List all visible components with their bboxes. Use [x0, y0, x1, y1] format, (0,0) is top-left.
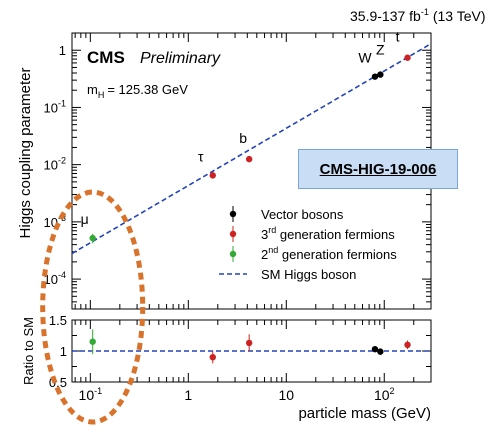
- sm-prediction-line: [71, 43, 432, 255]
- y-tick-label: 10-1: [44, 98, 66, 115]
- lumi-energy: (13 TeV): [433, 8, 486, 24]
- particle-label: b: [239, 130, 247, 146]
- ratio-tick-label: 1: [60, 344, 67, 359]
- data-point: [371, 73, 379, 80]
- legend-label: SM Higgs boson: [261, 267, 356, 282]
- ratio-point: [377, 348, 384, 355]
- y-tick-label: 10-2: [44, 156, 66, 173]
- particle-label: μ: [81, 211, 89, 227]
- legend-label: 3rd generation fermions: [261, 225, 395, 242]
- preliminary-label: Preliminary: [140, 50, 221, 67]
- legend-marker: [229, 210, 237, 218]
- lumi-exponent: -1: [421, 7, 429, 17]
- y-axis-title: Higgs coupling parameter: [17, 68, 34, 239]
- ratio-tick-label: 1.5: [49, 313, 67, 328]
- ratio-point: [404, 341, 411, 348]
- particle-label: t: [396, 29, 400, 45]
- y-tick-label: 1: [59, 43, 66, 58]
- ratio-point: [89, 338, 96, 345]
- x-tick-label: 1: [184, 387, 192, 403]
- cms-label: CMS: [87, 48, 125, 67]
- data-point: [209, 172, 216, 179]
- ratio-axis-title: Ratio to SM: [21, 317, 36, 385]
- particle-label: W: [358, 50, 372, 66]
- ratio-point: [245, 339, 253, 347]
- data-point: [377, 71, 384, 78]
- x-axis-title: particle mass (GeV): [298, 405, 431, 422]
- muon-highlight-ellipse: [40, 189, 146, 425]
- particle-label: Z: [376, 42, 385, 58]
- x-tick-label: 102: [374, 386, 395, 403]
- data-point: [245, 155, 253, 163]
- higgs-mass-label: mH = 125.38 GeV: [87, 82, 188, 100]
- data-point: [404, 54, 411, 61]
- x-tick-label: 10: [278, 387, 294, 403]
- legend-marker: [229, 230, 237, 238]
- x-tick-label: 10-1: [79, 386, 103, 403]
- analysis-id-annotation: CMS-HIG-19-006: [298, 149, 458, 189]
- legend-label: 2nd generation fermions: [261, 245, 397, 262]
- legend-marker: [229, 250, 237, 258]
- particle-label: τ: [198, 148, 204, 164]
- y-tick-label: 10-4: [44, 270, 66, 287]
- ratio-point: [371, 345, 379, 353]
- luminosity-label: 35.9-137 fb-1 (13 TeV): [350, 7, 486, 24]
- legend-label: Vector bosons: [261, 207, 344, 222]
- ratio-point: [209, 354, 216, 361]
- data-point: [89, 234, 96, 242]
- lumi-value: 35.9-137 fb: [350, 8, 421, 24]
